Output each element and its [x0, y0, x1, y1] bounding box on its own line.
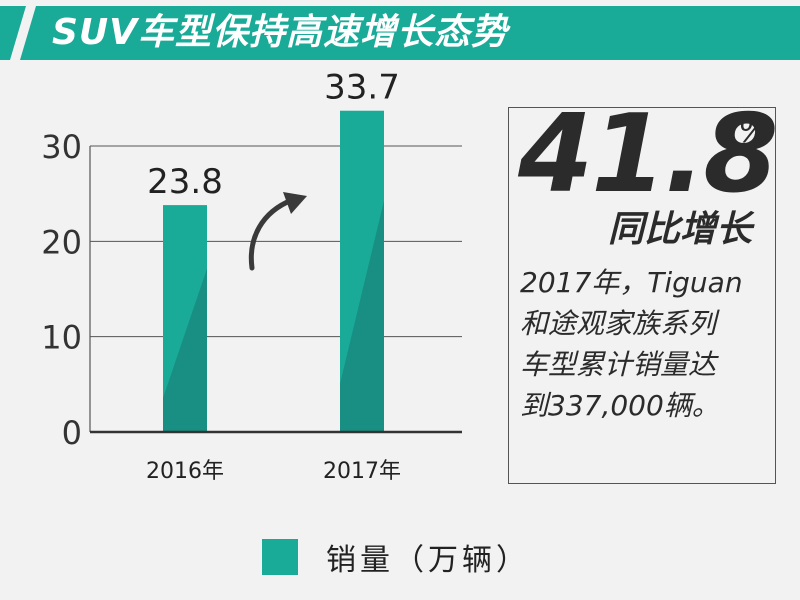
description-line: 到337,000辆。: [520, 389, 720, 422]
description-line: 和途观家族系列: [520, 307, 717, 340]
legend: 销量（万辆）: [262, 536, 530, 578]
bar-shade: [163, 268, 207, 432]
data-label: 33.7: [324, 68, 400, 108]
trend-arrow-icon: [248, 197, 295, 271]
header-shape: [0, 6, 800, 60]
legend-swatch: [262, 539, 298, 575]
y-tick-label: 0: [62, 414, 82, 452]
page-title: SUV车型保持高速增长态势: [52, 12, 509, 53]
bar-shade: [340, 200, 384, 432]
x-tick-label: 2017年: [323, 459, 401, 484]
y-tick-label: 30: [41, 128, 82, 166]
trend-arrowhead-icon: [283, 192, 307, 214]
legend-label: 销量（万辆）: [326, 543, 530, 578]
callout-description: 2017年，Tiguan 和途观家族系列 车型累计销量达 到337,000辆。: [520, 262, 778, 426]
x-tick-label: 2016年: [146, 459, 224, 484]
callout-box: [508, 107, 776, 484]
growth-percent: 41.8: [518, 92, 778, 217]
data-label: 23.8: [147, 162, 223, 202]
yoy-growth-label: 同比增长: [608, 209, 753, 250]
percent-sign: %: [738, 112, 769, 150]
y-tick-label: 20: [41, 223, 82, 261]
y-tick-label: 10: [41, 319, 82, 357]
description-line: 车型累计销量达: [520, 348, 717, 381]
header-banner: SUV车型保持高速增长态势: [0, 0, 800, 66]
description-line: 2017年，Tiguan: [520, 266, 743, 299]
